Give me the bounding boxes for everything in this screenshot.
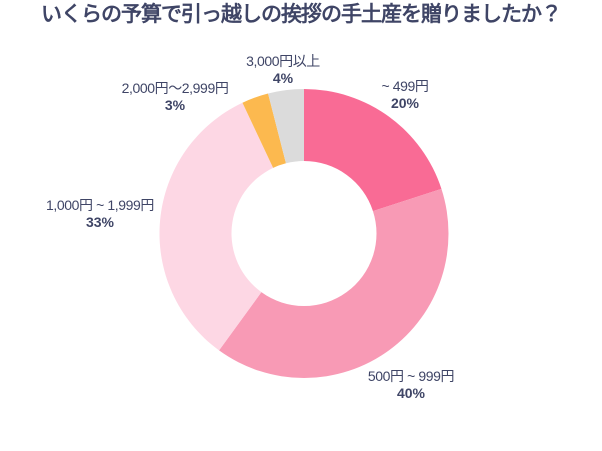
slice-label-500-999yen: 500円 ~ 999円 40% [367,368,455,402]
slice-percent-text: 3% [164,97,186,113]
slice-range-text: 500円 ~ 999円 [367,368,455,384]
slice-range-text: ~ 499円 [381,78,429,94]
slice-percent-text: 33% [85,214,115,230]
donut-slice [304,89,442,212]
slice-label-3000yen-plus: 3,000円以上 4% [246,53,320,87]
chart-title: いくらの予算で引っ越しの挨拶の手土産を贈りましたか？ [41,3,562,26]
slice-label-under-499yen: ~ 499円 20% [381,78,428,112]
slice-label-1000-1999yen: 1,000円 ~ 1,999円 33% [46,197,154,231]
slice-range-text: 3,000円以上 [246,53,320,69]
slice-range-text: 1,000円 ~ 1,999円 [45,197,155,213]
donut-slice [242,93,286,168]
slice-percent-text: 20% [390,95,420,111]
slice-label-2000-2999yen: 2,000円～2,999円 3% [122,80,229,114]
donut-slice [159,102,274,351]
slice-percent-text: 4% [272,70,294,86]
donut-slice [219,188,449,379]
donut-slice [268,89,304,164]
slice-percent-text: 40% [396,385,426,401]
slice-range-text: 2,000円～2,999円 [121,80,229,96]
